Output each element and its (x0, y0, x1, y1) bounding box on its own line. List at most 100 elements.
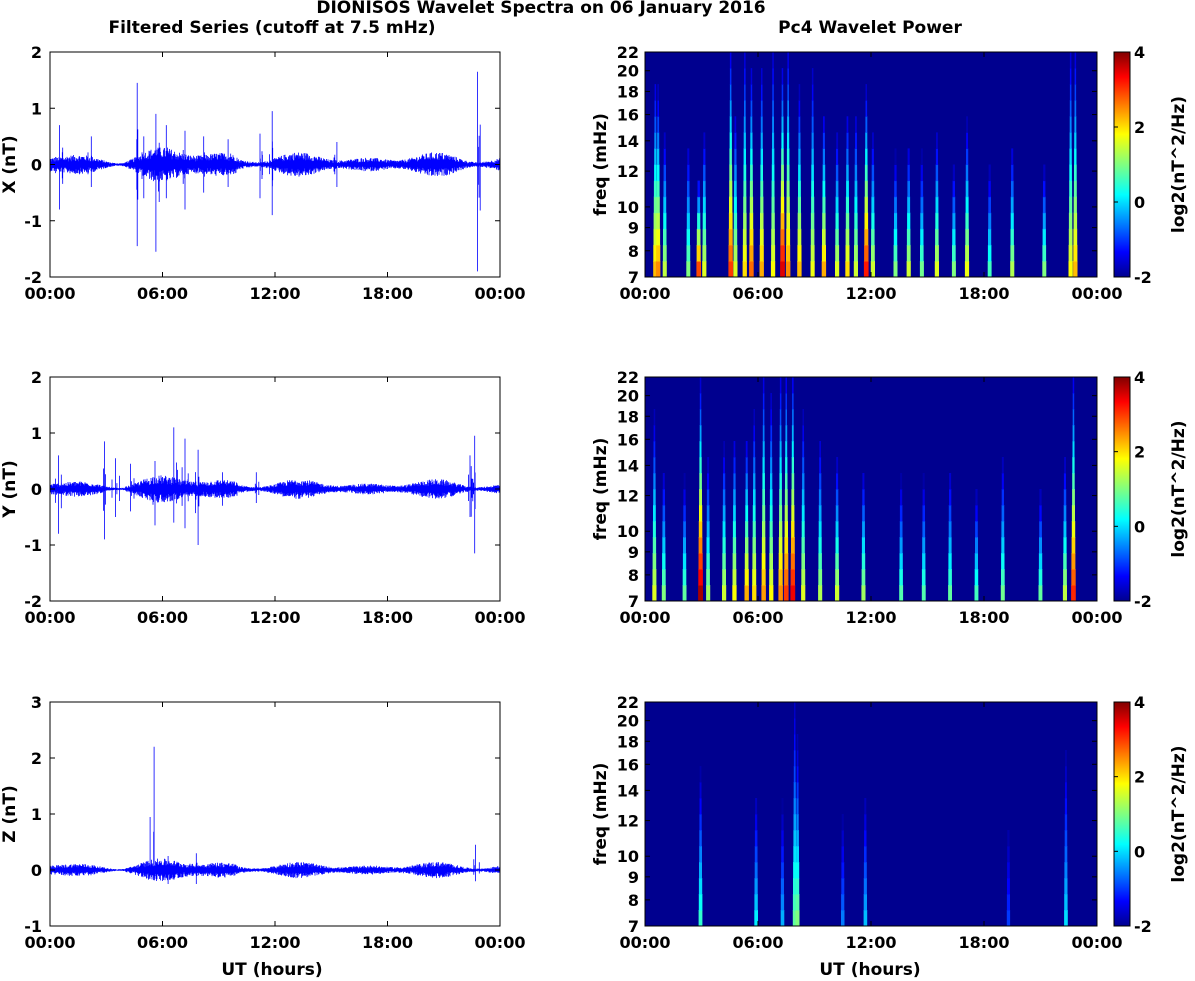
spectrum-2-power-cell (762, 457, 765, 474)
spectrum-2-power-cell (861, 553, 866, 570)
spectrum-1-power-cell (786, 228, 791, 246)
spectrum-2-power-cell (802, 441, 805, 458)
spectrum-2-power-cell (784, 505, 788, 522)
spectrum-1-power-cell (781, 132, 784, 149)
spectrum-1-power-cell (798, 84, 801, 101)
spectrum-1-power-cell (734, 180, 737, 198)
spectrum-1-power-cell (759, 244, 764, 262)
spectrum-2-power-cell (784, 521, 788, 538)
spectrum-1-power-cell (845, 228, 850, 246)
spectrum-2-power-cell (1072, 457, 1075, 474)
spectrum-1-power-cell (687, 148, 690, 165)
spectrum-1-power-cell (811, 180, 814, 198)
spectrum-1-power-cell (854, 164, 858, 182)
spectrum-1-colorbar-tick-label: -2 (1134, 268, 1152, 287)
spectrum-1-power-cell (1011, 180, 1014, 198)
spectrum-2-power-cell (682, 585, 687, 602)
spectrum-3-colorbar-tick-label: -2 (1134, 917, 1152, 936)
spectrum-2-colorbar (1113, 376, 1131, 602)
spectrum-3-power-cell (754, 846, 758, 863)
spectrum-1-power-cell (821, 244, 826, 262)
spectrum-2-power-cell (975, 505, 978, 522)
spectrum-2-power-cell (698, 585, 703, 602)
spectrum-1-power-cell (729, 116, 732, 133)
spectrum-1-axes-frame (644, 51, 1098, 278)
spectrum-2-power-cell (1064, 457, 1066, 474)
spectrum-1-power-cell (780, 228, 785, 246)
spectrum-1-power-cell (835, 244, 840, 262)
spectrum-1-power-cell (687, 164, 690, 182)
spectrum-2-power-cell (1072, 377, 1075, 394)
spectrum-2-power-cell (744, 569, 749, 586)
spectrum-3-power-cell (793, 830, 797, 847)
spectrum-2-power-cell (753, 489, 756, 506)
spectrum-2-power-cell (752, 505, 756, 522)
spectrum-2-power-cell (1038, 569, 1043, 586)
spectrum-2-power-cell (819, 473, 822, 490)
spectrum-1-power-cell (760, 196, 764, 214)
spectrum-2-power-cell (744, 585, 749, 602)
spectrum-2-power-cell (653, 425, 656, 442)
spectrum-2-ytick-label: 22 (617, 368, 639, 387)
spectrum-2-power-cell (752, 569, 757, 586)
spectrum-1-power-cell (854, 228, 858, 246)
spectrum-1-power-cell (686, 212, 690, 230)
spectrum-2-power-cell (784, 489, 788, 506)
spectrum-1-power-cell (965, 164, 969, 182)
spectrum-2-power-cell (974, 585, 979, 602)
spectrum-1-power-cell (702, 196, 706, 214)
spectrum-2-colorbar-tick-label: 2 (1134, 443, 1145, 462)
series-2-xtick-label: 12:00 (250, 608, 301, 627)
spectrum-2-power-cell (706, 505, 710, 522)
series-3-ytick-label: -1 (24, 917, 42, 936)
spectrum-1-power-cell (1069, 164, 1072, 182)
spectrum-1-power-cell (728, 228, 733, 246)
spectrum-2-power-cell (922, 537, 926, 554)
spectrum-2-power-cell (762, 393, 765, 410)
spectrum-2-power-cell (662, 521, 666, 538)
spectrum-1-power-cell (988, 228, 992, 246)
spectrum-1-power-cell (750, 148, 753, 165)
spectrum-2-power-cell (779, 505, 783, 522)
spectrum-1-power-cell (1011, 164, 1014, 182)
spectrum-1-power-cell (749, 180, 753, 198)
spectrum-2-power-cell (653, 409, 656, 426)
spectrum-3-power-cell (793, 878, 797, 895)
spectrum-1-power-cell (657, 132, 660, 149)
spectrum-1-power-cell (810, 244, 815, 262)
spectrum-1-power-cell (797, 196, 801, 214)
spectrum-2-colorbar-tick-label: -2 (1134, 592, 1152, 611)
series-2-xtick-label: 18:00 (362, 608, 413, 627)
spectrum-1-xtick-label: 06:00 (733, 284, 784, 303)
spectrum-3-power-cell (793, 750, 796, 767)
spectrum-3-power-cell (792, 910, 797, 927)
spectrum-1-power-cell (1069, 52, 1072, 69)
spectrum-2-power-cell (899, 553, 903, 570)
spectrum-1-power-cell (744, 100, 746, 117)
spectrum-2-power-cell (722, 585, 727, 602)
spectrum-2-power-cell (922, 521, 926, 538)
spectrum-1-ytick-label: 7 (628, 268, 639, 287)
spectrum-1-power-cell (854, 212, 858, 230)
series-2-axes-frame (49, 376, 501, 602)
spectrum-2-power-cell (785, 457, 788, 474)
spectrum-1-power-cell (696, 260, 701, 278)
spectrum-1-power-cell (772, 116, 774, 133)
series-3-xtick-label: 00:00 (25, 933, 76, 952)
spectrum-1-power-cell (743, 148, 746, 165)
series-1-xtick-label: 12:00 (250, 284, 301, 303)
spectrum-1-power-cell (797, 228, 802, 246)
spectrum-2-power-cell (801, 505, 805, 522)
spectrum-3-power-cell (1064, 798, 1067, 815)
spectrum-2-power-cell (662, 505, 666, 522)
spectrum-1-power-cell (1042, 212, 1046, 230)
spectrum-1-power-cell (811, 148, 814, 165)
spectrum-1-power-cell (823, 116, 825, 133)
spectrum-2-power-cell (1063, 537, 1067, 554)
spectrum-2-power-cell (899, 569, 903, 586)
spectrum-1-power-cell (855, 132, 857, 149)
spectrum-2-power-cell (835, 521, 839, 538)
spectrum-2-power-cell (752, 585, 757, 602)
spectrum-2-power-cell (779, 473, 782, 490)
spectrum-2-power-cell (745, 473, 748, 490)
